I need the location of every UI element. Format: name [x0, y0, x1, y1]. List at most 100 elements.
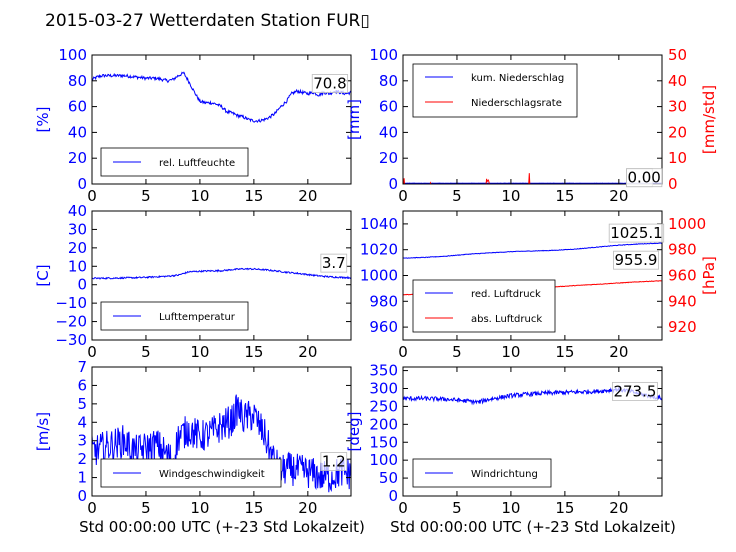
value-annotation: 3.7: [322, 254, 346, 272]
subplot-4: 0 5 10 15 20 960 980 1000 1020 1040 920 940 960 980 10…: [360, 210, 718, 361]
x-tick-label: 5: [141, 499, 151, 517]
x-tick-label: 10: [190, 499, 209, 517]
y-tick-label: 1040: [360, 215, 398, 233]
x-tick-label: 10: [190, 343, 209, 361]
legend-entry: rel. Luftfeuchte: [159, 158, 235, 169]
y-tick-label: 20: [68, 149, 87, 167]
x-tick-label: 20: [298, 499, 317, 517]
x-axis-label-right: Std 00:00:00 UTC (+-23 Std Lokalzeit): [390, 518, 676, 536]
y2-tick-label: 20: [668, 123, 687, 141]
y-tick-label: 10: [68, 257, 87, 275]
plot-frame: [91, 54, 352, 185]
value-annotation: 70.8: [313, 75, 346, 93]
y-tick-label: 7: [77, 358, 87, 376]
x-tick-label: 0: [398, 499, 408, 517]
y-tick-label: 3: [77, 432, 87, 450]
legend-entry: abs. Luftdruck: [471, 314, 542, 325]
x-tick-label: 5: [452, 187, 462, 205]
x-tick-label: 0: [87, 499, 97, 517]
plot-frame: [402, 54, 663, 185]
y2-tick-label: 920: [668, 318, 697, 336]
series-line-2-2: [403, 173, 662, 184]
y-tick-label: 0: [77, 276, 87, 294]
series-line-3-1: [92, 267, 351, 280]
y-tick-label: 0: [77, 175, 87, 193]
y-tick-label: 50: [379, 469, 398, 487]
value-annotation: 1025.1: [610, 224, 663, 242]
y-tick-label: 20: [68, 239, 87, 257]
subplot-1: 0 5 10 15 20 0 20 40 60 80 100 [%] 70.8 rel. Luftfeuc…: [34, 46, 352, 205]
y2-tick-label: 940: [668, 292, 697, 310]
x-tick-label: 0: [87, 343, 97, 361]
y-axis-label: [m/s]: [34, 412, 52, 451]
y-tick-label: 40: [68, 123, 87, 141]
y-tick-label: 960: [369, 318, 398, 336]
value-annotation: 0.00: [627, 169, 660, 187]
y2-axis-label: [mm/std]: [700, 85, 718, 154]
x-tick-label: 15: [244, 343, 263, 361]
plot-frame: [402, 366, 663, 497]
y-tick-label: 350: [369, 362, 398, 380]
subplot-6: 0 5 10 15 20050100150200250300350[deg]273.5W…: [345, 362, 663, 517]
annotation-box: [311, 74, 349, 93]
x-tick-label: 10: [190, 187, 209, 205]
legend-box: [412, 63, 578, 118]
y-axis-label: [mm]: [345, 99, 363, 140]
plot-frame: [91, 210, 352, 341]
legend-box: [100, 147, 249, 177]
x-tick-label: 0: [398, 343, 408, 361]
y-tick-label: 980: [369, 292, 398, 310]
annotation-box: [608, 223, 665, 243]
subplot-3: 0 5 10 15 20−30−20−10010203040[C]3.7Lufttemp…: [34, 202, 352, 361]
y-axis-label: [%]: [34, 107, 52, 133]
y-tick-label: 200: [369, 415, 398, 433]
y-tick-label: 300: [369, 380, 398, 398]
x-tick-label: 15: [555, 187, 574, 205]
annotation-box: [613, 250, 659, 270]
x-tick-label: 0: [87, 187, 97, 205]
plot-frame: [91, 366, 352, 497]
y2-tick-label: 960: [668, 267, 697, 285]
y2-tick-label: 0: [668, 175, 678, 193]
x-axis-label-left: Std 00:00:00 UTC (+-23 Std Lokalzeit): [79, 518, 365, 536]
y-axis-label: [deg]: [345, 412, 363, 452]
y-tick-label: −30: [55, 331, 87, 349]
x-tick-label: 20: [298, 343, 317, 361]
annotation-box: [626, 168, 663, 188]
y-tick-label: 4: [77, 413, 87, 431]
subplot-5: 0 5 10 15 2001234567[m/s]1.2Windgeschwindigk…: [34, 358, 352, 517]
x-tick-label: 15: [555, 343, 574, 361]
y2-tick-label: 980: [668, 241, 697, 259]
y-tick-label: 30: [68, 220, 87, 238]
x-tick-label: 5: [452, 499, 462, 517]
y-axis-label: [C]: [34, 264, 52, 286]
y2-tick-label: 1000: [668, 215, 706, 233]
y-tick-label: 1020: [360, 241, 398, 259]
x-tick-label: 5: [141, 187, 151, 205]
series-line-5-1: [92, 394, 351, 493]
y-tick-label: 100: [58, 46, 87, 64]
annotation-box: [320, 452, 348, 471]
legend-box: [412, 279, 556, 333]
y-tick-label: −20: [55, 313, 87, 331]
annotation-box: [612, 381, 658, 401]
y-tick-label: −10: [55, 294, 87, 312]
y-tick-label: 0: [388, 487, 398, 505]
legend-entry: Windrichtung: [471, 469, 538, 480]
subplot-2: 0 5 10 15 20 0 20 40 60 80 100 0 10 20 30 40 50 [mm] [mm/s…: [345, 46, 718, 205]
y2-tick-label: 30: [668, 98, 687, 116]
y-tick-label: 2: [77, 450, 87, 468]
legend-entry: kum. Niederschlag: [471, 73, 564, 84]
x-tick-label: 15: [555, 499, 574, 517]
x-tick-label: 15: [244, 499, 263, 517]
x-tick-label: 0: [398, 187, 408, 205]
x-tick-label: 20: [609, 187, 628, 205]
legend-entry: Niederschlagsrate: [471, 98, 562, 109]
y-tick-label: 40: [68, 202, 87, 220]
x-tick-label: 10: [501, 499, 520, 517]
x-tick-label: 15: [244, 187, 263, 205]
value-annotation: 955.9: [615, 251, 658, 269]
figure-title: 2015-03-27 Wetterdaten Station FUR▯: [45, 11, 370, 31]
y-tick-label: 60: [68, 98, 87, 116]
